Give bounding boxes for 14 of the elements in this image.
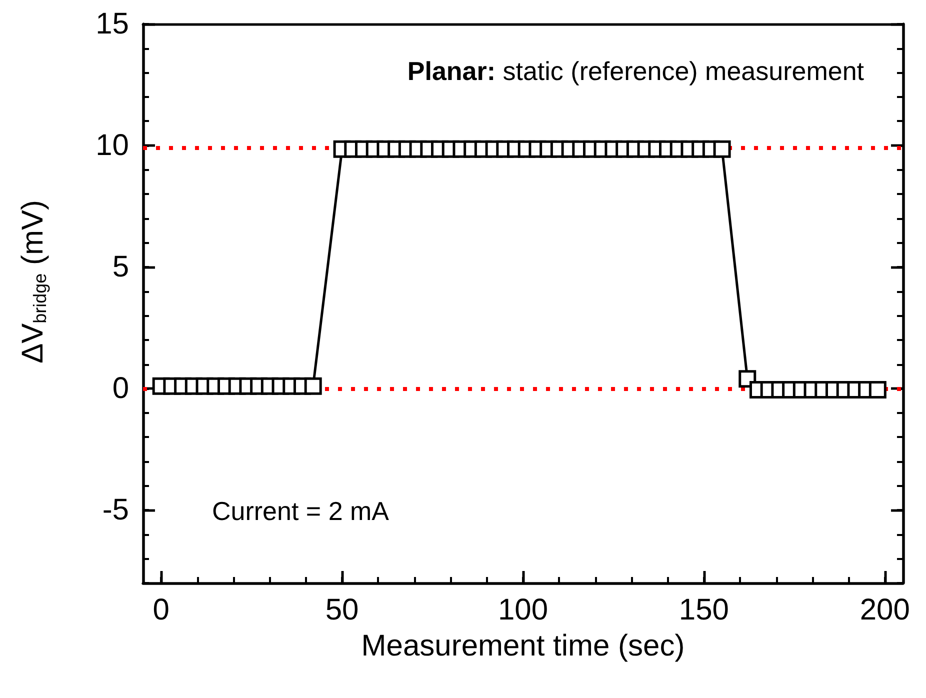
x-tick-label: 200 <box>860 594 910 626</box>
y-axis-title: ΔVbridge (mV) <box>16 200 50 364</box>
x-tick-label: 100 <box>498 594 548 626</box>
x-tick-label: 150 <box>678 594 729 626</box>
y-tick-label: 5 <box>112 250 129 284</box>
annotation: Current = 2 mA <box>212 496 390 526</box>
y-tick-label: 0 <box>112 372 129 406</box>
x-tick-label: 0 <box>152 594 170 626</box>
y-tick-label: 10 <box>96 129 129 162</box>
x-axis-title: Measurement time (sec) <box>361 630 685 662</box>
y-tick-label: 15 <box>96 8 129 40</box>
annotation: Planar: static (reference) measurement <box>407 56 865 86</box>
y-tick-label: -5 <box>102 494 129 527</box>
x-tick-label: 50 <box>325 594 359 626</box>
